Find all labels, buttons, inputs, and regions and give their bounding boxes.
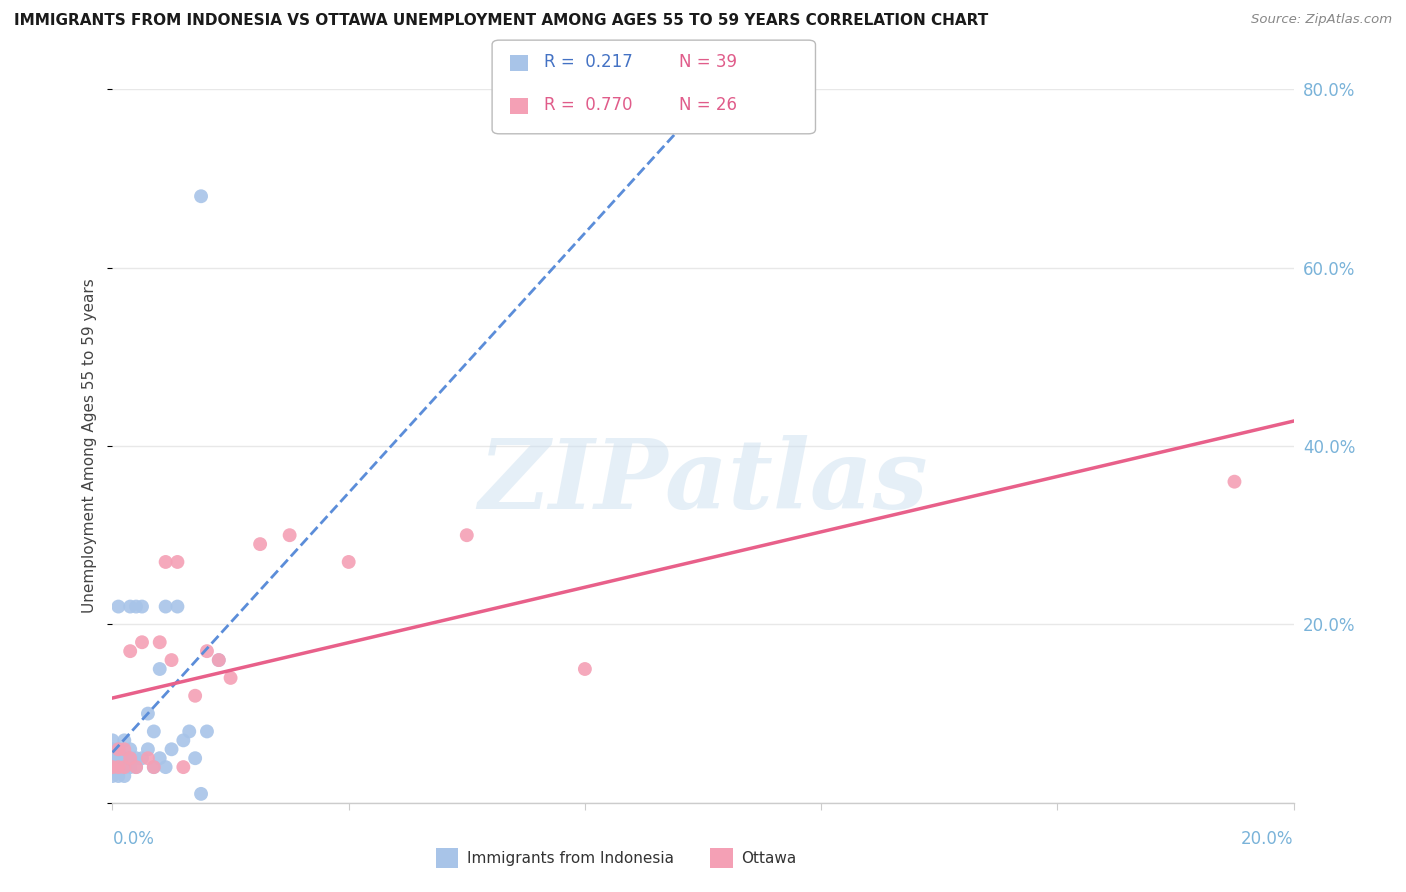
- Point: [107, 599, 129, 614]
- Point: [149, 662, 172, 676]
- Point: [249, 537, 271, 551]
- Text: ZIPatlas: ZIPatlas: [478, 434, 928, 529]
- Point: [155, 599, 177, 614]
- Point: [112, 769, 135, 783]
- Point: [101, 760, 124, 774]
- Point: [101, 742, 124, 756]
- Point: [195, 724, 218, 739]
- Point: [337, 555, 360, 569]
- Point: [112, 733, 135, 747]
- Point: [179, 724, 201, 739]
- Point: [456, 528, 478, 542]
- Point: [131, 751, 153, 765]
- Point: [101, 733, 124, 747]
- Point: [120, 751, 142, 765]
- Point: [107, 760, 129, 774]
- Point: [107, 742, 129, 756]
- Point: [155, 760, 177, 774]
- Text: R =  0.217: R = 0.217: [544, 54, 633, 71]
- Point: [112, 760, 135, 774]
- Text: 20.0%: 20.0%: [1241, 830, 1294, 847]
- Point: [142, 760, 165, 774]
- Point: [131, 635, 153, 649]
- Text: R =  0.770: R = 0.770: [544, 96, 633, 114]
- Point: [136, 751, 159, 765]
- Point: [120, 760, 142, 774]
- Point: [142, 724, 165, 739]
- Point: [184, 689, 207, 703]
- Point: [120, 599, 142, 614]
- Point: [278, 528, 301, 542]
- Point: [107, 751, 129, 765]
- Text: Ottawa: Ottawa: [741, 851, 796, 865]
- Point: [172, 733, 194, 747]
- Point: [107, 760, 129, 774]
- Point: [101, 769, 124, 783]
- Text: 0.0%: 0.0%: [112, 830, 155, 847]
- Point: [149, 635, 172, 649]
- Point: [136, 706, 159, 721]
- Point: [125, 751, 148, 765]
- Point: [112, 751, 135, 765]
- Point: [107, 769, 129, 783]
- Text: Source: ZipAtlas.com: Source: ZipAtlas.com: [1251, 13, 1392, 27]
- Point: [184, 751, 207, 765]
- Point: [149, 751, 172, 765]
- Point: [208, 653, 231, 667]
- Point: [172, 760, 194, 774]
- Point: [574, 662, 596, 676]
- Text: Immigrants from Indonesia: Immigrants from Indonesia: [467, 851, 673, 865]
- Point: [136, 742, 159, 756]
- Point: [160, 653, 183, 667]
- Point: [208, 653, 231, 667]
- Text: N = 39: N = 39: [679, 54, 737, 71]
- Text: IMMIGRANTS FROM INDONESIA VS OTTAWA UNEMPLOYMENT AMONG AGES 55 TO 59 YEARS CORRE: IMMIGRANTS FROM INDONESIA VS OTTAWA UNEM…: [14, 13, 988, 29]
- Point: [166, 599, 188, 614]
- Point: [155, 555, 177, 569]
- Point: [1223, 475, 1246, 489]
- Point: [101, 760, 124, 774]
- Point: [190, 787, 212, 801]
- Point: [120, 742, 142, 756]
- Point: [190, 189, 212, 203]
- Point: [120, 751, 142, 765]
- Text: N = 26: N = 26: [679, 96, 737, 114]
- Point: [195, 644, 218, 658]
- Point: [131, 599, 153, 614]
- Y-axis label: Unemployment Among Ages 55 to 59 years: Unemployment Among Ages 55 to 59 years: [82, 278, 97, 614]
- Point: [112, 760, 135, 774]
- Point: [125, 760, 148, 774]
- Point: [166, 555, 188, 569]
- Point: [125, 760, 148, 774]
- Point: [219, 671, 242, 685]
- Point: [120, 644, 142, 658]
- Point: [142, 760, 165, 774]
- Point: [107, 742, 129, 756]
- Point: [112, 742, 135, 756]
- Point: [160, 742, 183, 756]
- Point: [125, 599, 148, 614]
- Point: [101, 751, 124, 765]
